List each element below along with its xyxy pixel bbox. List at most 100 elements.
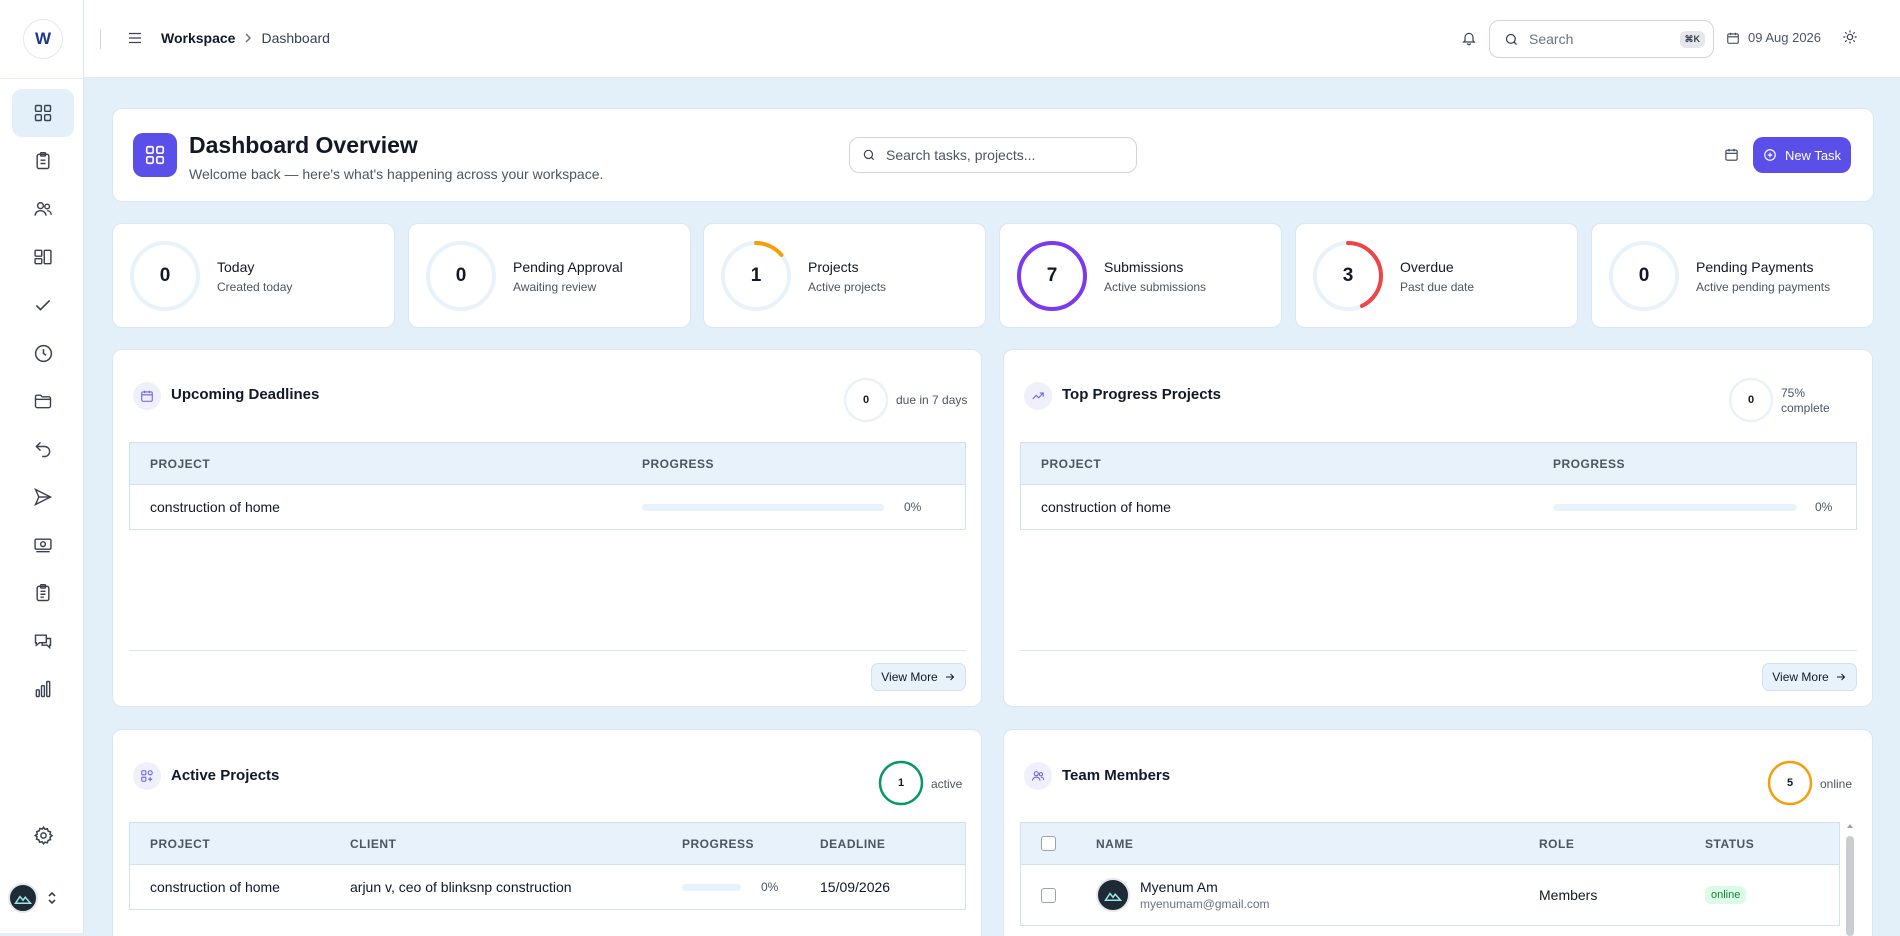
table-header: PROJECT PROGRESS [1021, 443, 1856, 485]
sidebar: W [0, 0, 84, 933]
settings-button[interactable] [12, 811, 74, 859]
user-menu[interactable] [8, 883, 58, 913]
row-checkbox[interactable] [1041, 887, 1056, 903]
chevron-updown-icon [48, 891, 56, 905]
sun-icon [1843, 30, 1857, 44]
header-date[interactable]: 09 Aug 2026 [1726, 30, 1821, 45]
stat-sublabel: Active submissions [1104, 280, 1207, 294]
stat-card-pending-approval[interactable]: 0 Pending Approval Awaiting review [408, 223, 691, 328]
table-row[interactable]: construction of home 0% [1021, 485, 1856, 529]
stat-value: 3 [1342, 265, 1354, 286]
grid-icon [34, 104, 52, 122]
sidebar-item-tasks[interactable] [12, 137, 74, 185]
stat-card-projects[interactable]: 1 Projects Active projects [703, 223, 986, 328]
sidebar-item-team[interactable] [12, 185, 74, 233]
sidebar-item-payments[interactable] [12, 521, 74, 569]
global-search-input[interactable]: Search ⌘K [1489, 20, 1714, 58]
client-name: arjun v, ceo of blinksnp construction [350, 879, 572, 895]
select-all-checkbox[interactable] [1041, 836, 1056, 851]
scrollbar-thumb[interactable] [1846, 836, 1854, 936]
new-task-label: New Task [1784, 147, 1842, 163]
progress-bar [1553, 503, 1797, 511]
top-progress-panel: Top Progress Projects 0 75% complete PRO… [1003, 349, 1873, 707]
count-label: 75% complete [1781, 386, 1830, 416]
stat-value: 0 [1638, 265, 1650, 286]
count-value: 0 [862, 394, 870, 406]
scroll-up-arrow-icon [1847, 824, 1853, 828]
stat-card-overdue[interactable]: 3 Overdue Past due date [1295, 223, 1578, 328]
mountain-logo-icon [14, 895, 32, 904]
app-logo[interactable]: W [23, 19, 63, 59]
count-label-line: complete [1781, 401, 1830, 415]
column-header: PROGRESS [642, 456, 715, 471]
column-header: PROJECT [150, 456, 211, 471]
new-task-button[interactable]: New Task [1753, 137, 1851, 173]
breadcrumb-root[interactable]: Workspace [161, 30, 236, 46]
count-value: 0 [1747, 394, 1755, 406]
view-more-button[interactable]: View More [871, 663, 966, 691]
stat-value: 1 [750, 265, 762, 286]
top-header: Workspace Dashboard Search ⌘K 09 Aug 202… [84, 0, 1900, 78]
member-role: Members [1539, 887, 1598, 903]
header-date-text: 09 Aug 2026 [1748, 30, 1822, 45]
panel-title: Team Members [1062, 767, 1171, 784]
active-projects-panel: Active Projects 1 active PROJECT CLIENT … [112, 729, 982, 936]
sidebar-item-returns[interactable] [12, 425, 74, 473]
column-header: CLIENT [350, 836, 397, 851]
panel-divider [129, 650, 966, 651]
logo-letter: W [34, 29, 52, 48]
sidebar-item-boards[interactable] [12, 233, 74, 281]
calendar-icon [1727, 32, 1739, 44]
overview-badge [133, 133, 177, 177]
sidebar-item-dashboard[interactable] [12, 89, 74, 137]
sidebar-item-submissions[interactable] [12, 473, 74, 521]
column-header: PROJECT [150, 836, 211, 851]
table-scrollbar[interactable] [1845, 822, 1855, 936]
calendar-button[interactable] [1724, 147, 1739, 162]
stat-sublabel: Past due date [1400, 280, 1475, 294]
menu-toggle-button[interactable] [126, 29, 144, 47]
column-header: PROGRESS [682, 836, 755, 851]
stat-card-pending-payments[interactable]: 0 Pending Payments Active pending paymen… [1591, 223, 1874, 328]
view-more-label: View More [1772, 670, 1829, 684]
search-placeholder: Search [1529, 31, 1574, 47]
search-icon [1505, 33, 1517, 45]
view-more-button[interactable]: View More [1762, 663, 1857, 691]
table-row[interactable]: construction of home 0% [130, 485, 965, 529]
bell-icon [1462, 32, 1476, 46]
sidebar-item-analytics[interactable] [12, 665, 74, 713]
search-icon [863, 149, 875, 161]
arrow-right-icon [1836, 673, 1845, 681]
column-header: PROJECT [1041, 456, 1102, 471]
stat-label: Today [217, 259, 255, 275]
clock-icon [34, 344, 52, 362]
theme-toggle-button[interactable] [1842, 29, 1858, 45]
table-row[interactable]: construction of home arjun v, ceo of bli… [130, 865, 965, 909]
sidebar-item-files[interactable] [12, 377, 74, 425]
stat-ring [1017, 241, 1087, 311]
notifications-button[interactable] [1461, 29, 1477, 47]
top-progress-table: PROJECT PROGRESS construction of home 0% [1020, 442, 1857, 530]
folder-icon [34, 394, 52, 409]
status-badge: online [1705, 886, 1747, 904]
table-row[interactable]: Myenum Am myenumam@gmail.com Members onl… [1021, 865, 1839, 925]
count-ring [843, 377, 889, 423]
sidebar-item-reports[interactable] [12, 569, 74, 617]
bar-chart-icon [35, 680, 51, 698]
stat-card-submissions[interactable]: 7 Submissions Active submissions [999, 223, 1282, 328]
stat-ring [1313, 241, 1383, 311]
chat-icon [34, 634, 52, 650]
sidebar-item-timesheets[interactable] [12, 329, 74, 377]
panel-title: Active Projects [171, 767, 280, 784]
sidebar-item-approvals[interactable] [12, 281, 74, 329]
page-title: Dashboard Overview [189, 132, 418, 158]
view-more-label: View More [881, 670, 938, 684]
count-value: 5 [1786, 777, 1794, 789]
overview-card: Dashboard Overview Welcome back — here's… [112, 108, 1874, 202]
sidebar-item-messages[interactable] [12, 617, 74, 665]
stat-card-today[interactable]: 0 Today Created today [112, 223, 395, 328]
count-label-line: 75% [1781, 386, 1806, 400]
arrow-right-icon [945, 673, 954, 681]
task-search-input[interactable]: Search tasks, projects... [849, 137, 1137, 173]
team-members-panel: Team Members 5 online NAME ROLE STATUS M… [1003, 729, 1873, 936]
